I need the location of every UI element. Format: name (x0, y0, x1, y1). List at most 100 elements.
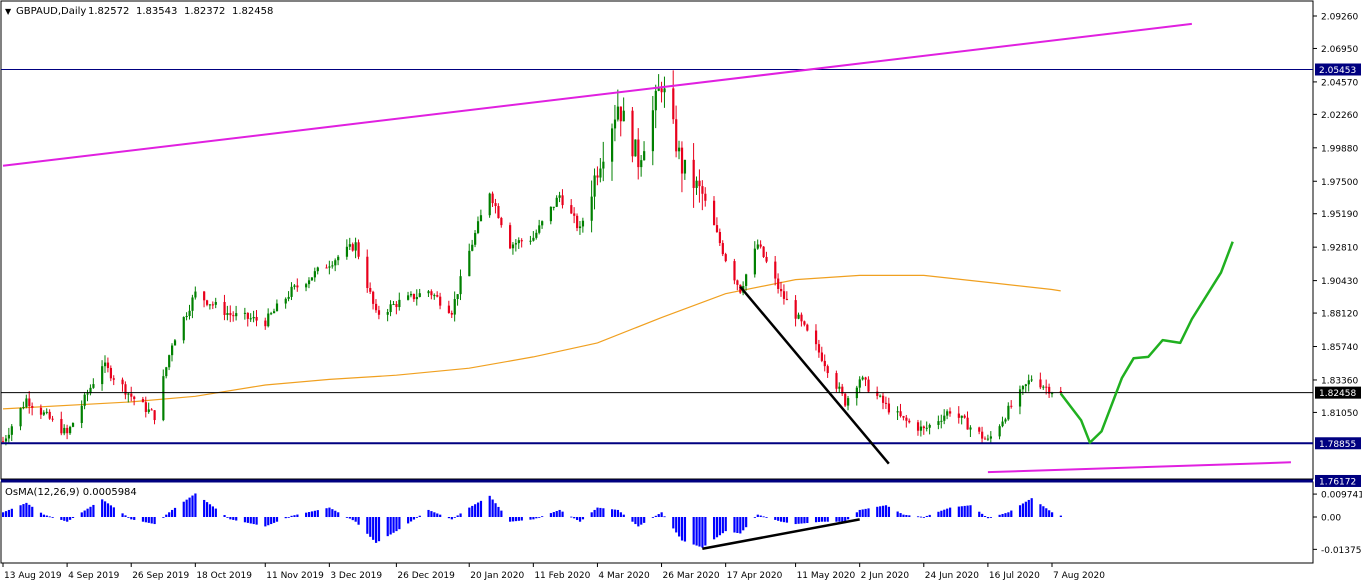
osma-bar (742, 517, 745, 531)
candle (1030, 375, 1033, 383)
candle (439, 292, 442, 310)
candle-body (488, 193, 491, 216)
candle-body (835, 373, 838, 389)
osma-bar (372, 517, 375, 540)
candle (459, 269, 462, 301)
candle (51, 415, 54, 422)
osma-bar (511, 517, 515, 522)
candle (296, 278, 299, 292)
osma-bar (899, 513, 902, 517)
candle-body (1045, 386, 1048, 388)
candle-body (89, 387, 92, 394)
candle-body (407, 295, 410, 300)
candle-body (19, 408, 22, 427)
candle-body (680, 147, 684, 174)
candle-body (223, 301, 226, 315)
osma-histogram-layer (2, 493, 1062, 550)
osma-bar (896, 511, 899, 517)
trend-line[interactable] (987, 461, 1291, 474)
candle-body (806, 324, 809, 331)
candle (753, 241, 756, 278)
time-axis-label: 4 Sep 2019 (68, 571, 120, 581)
candle (205, 299, 209, 307)
osma-bar (325, 508, 328, 517)
candle (48, 409, 51, 420)
price-pane[interactable] (0, 0, 1314, 480)
candle-body (153, 410, 156, 421)
osma-bar (925, 515, 928, 517)
ohlc-open: 1.82572 (88, 6, 129, 17)
forecast-path[interactable] (1059, 241, 1234, 444)
osma-bar (500, 510, 503, 517)
candle (1004, 417, 1007, 424)
osma-bar (558, 509, 561, 517)
osma-bar (981, 513, 984, 517)
candle-body (963, 415, 966, 418)
candle (389, 300, 392, 317)
candle (651, 95, 654, 166)
osma-bar (66, 517, 69, 522)
time-axis-label: 11 Nov 2019 (266, 571, 324, 581)
candle-body (657, 88, 660, 91)
osma-bar (937, 511, 940, 517)
candle (957, 406, 960, 424)
candle (369, 282, 372, 295)
candle-body (287, 296, 290, 299)
candle (919, 420, 923, 437)
candle (983, 436, 987, 440)
osma-pane[interactable] (0, 481, 1314, 564)
candle-body (643, 151, 646, 161)
candle (392, 301, 395, 306)
candle (191, 294, 194, 319)
candle-body (22, 406, 25, 409)
candle (447, 300, 451, 314)
candle (307, 277, 311, 289)
osma-trend-line[interactable] (702, 518, 860, 550)
candle-body (357, 242, 360, 257)
candle-body (42, 412, 45, 415)
candle-body (4, 438, 8, 442)
candle-body (48, 411, 51, 419)
osma-bar (83, 510, 86, 517)
candle (430, 289, 433, 300)
candle (672, 70, 675, 124)
candle-body (185, 315, 188, 318)
candle (640, 155, 643, 177)
candle (701, 180, 704, 211)
osma-bar (427, 509, 430, 517)
osma-bar (19, 505, 22, 517)
candle-body (541, 221, 544, 226)
candle (622, 97, 625, 122)
candle (427, 290, 430, 297)
osma-bar (42, 514, 45, 517)
osma-bar (683, 517, 687, 542)
candle (243, 307, 247, 320)
candle (409, 291, 413, 298)
candle (150, 408, 153, 411)
osma-bar (80, 512, 83, 517)
osma-bar (969, 505, 972, 517)
time-axis-label: 26 Sep 2019 (132, 571, 189, 581)
trend-line[interactable] (2, 22, 1192, 167)
symbol-menu-icon[interactable]: ▼ (5, 7, 12, 16)
osma-bar (456, 515, 459, 517)
candle (10, 424, 13, 441)
osma-bar (447, 517, 451, 519)
candle-body (777, 278, 780, 289)
candle (978, 426, 981, 435)
candle-body (1004, 419, 1007, 422)
drawings-layer[interactable] (1, 22, 1313, 483)
osma-bar (494, 503, 497, 517)
candle (103, 355, 107, 373)
candle-body (494, 203, 497, 207)
candle (1001, 416, 1004, 428)
candle (386, 308, 389, 322)
osma-bar (39, 512, 43, 517)
candle-body (112, 378, 115, 380)
candle-body (150, 409, 153, 411)
osma-axis-label: 0.009741 (1321, 491, 1362, 501)
trend-line[interactable] (739, 285, 890, 465)
candle-body (476, 221, 480, 233)
